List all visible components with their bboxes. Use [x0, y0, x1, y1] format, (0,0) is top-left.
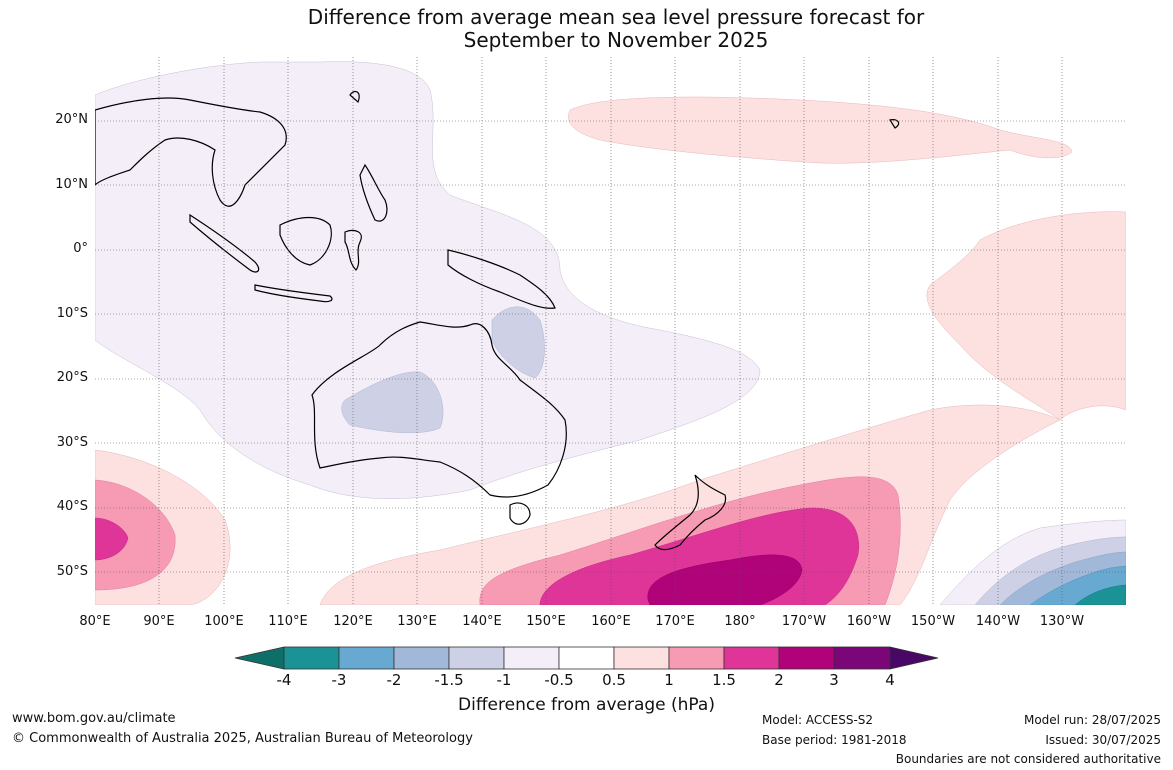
lon-label: 140°E — [462, 614, 502, 629]
colorbar-segment — [338, 646, 395, 670]
anomaly-region-neg-se-3 — [1074, 584, 1126, 605]
lon-label: 80°E — [79, 614, 111, 629]
colorbar-title: Difference from average (hPa) — [458, 695, 715, 715]
anomaly-region-pos-0-5-east — [926, 211, 1126, 421]
footer-base-period: Base period: 1981-2018 — [762, 733, 907, 747]
colorbar-tick-label: 0.5 — [602, 671, 626, 689]
lon-label: 150°W — [910, 614, 956, 629]
lon-label: 120°E — [333, 614, 373, 629]
anomaly-region-neg-0-5 — [95, 61, 761, 499]
lat-label: 30°S — [56, 435, 88, 450]
lat-label: 40°S — [56, 499, 88, 514]
lat-label: 10°S — [56, 306, 88, 321]
graticule — [95, 57, 1126, 605]
colorbar-segment — [723, 646, 780, 670]
footer-issued: Issued: 30/07/2025 — [1045, 733, 1161, 747]
colorbar-tick-label: 4 — [885, 671, 895, 689]
lat-label: 20°N — [55, 112, 88, 127]
lon-label: 140°W — [975, 614, 1021, 629]
footer-copyright: © Commonwealth of Australia 2025, Austra… — [12, 731, 473, 746]
lon-label: 170°W — [781, 614, 827, 629]
colorbar-segment — [778, 646, 835, 670]
lon-label: 90°E — [143, 614, 175, 629]
colorbar-extend-high — [889, 646, 939, 670]
colorbar-segment — [613, 646, 670, 670]
map-title-line-1: Difference from average mean sea level p… — [307, 5, 925, 29]
lat-label: 20°S — [56, 370, 88, 385]
lon-label: 100°E — [204, 614, 244, 629]
footer-website-link[interactable]: www.bom.gov.au/climate — [12, 711, 176, 726]
lon-label: 160°E — [591, 614, 631, 629]
lon-label: 160°W — [846, 614, 892, 629]
colorbar-tick-label: 1 — [664, 671, 674, 689]
anomaly-region-pos-1-west — [95, 479, 176, 591]
coastlines — [95, 90, 900, 551]
colorbar-segment — [503, 646, 560, 670]
anomaly-region-pos-0-5-north — [568, 96, 1073, 164]
anomaly-region-neg-1-b — [491, 306, 545, 379]
colorbar-segment — [393, 646, 450, 670]
colorbar-segment — [283, 646, 340, 670]
colorbar-segment — [668, 646, 725, 670]
lon-label: 130°W — [1039, 614, 1085, 629]
lon-label: 110°E — [268, 614, 308, 629]
lat-label: 0° — [73, 241, 88, 256]
colorbar-segment — [833, 646, 891, 670]
colorbar-tick-label: -1.5 — [434, 671, 464, 689]
colorbar-extend-low — [234, 646, 285, 670]
lon-label: 130°E — [397, 614, 437, 629]
lon-label: 170°E — [655, 614, 695, 629]
anomaly-region-pos-1-5-west — [95, 517, 129, 561]
lat-label: 50°S — [56, 564, 88, 579]
colorbar-segment — [558, 646, 615, 670]
footer-model: Model: ACCESS-S2 — [762, 713, 874, 727]
lon-label: 150°E — [526, 614, 566, 629]
colorbar-tick-label: -2 — [386, 671, 402, 689]
colorbar-tick-label: 2 — [774, 671, 784, 689]
colorbar-tick-label: -4 — [276, 671, 292, 689]
footer-model-run: Model run: 28/07/2025 — [1023, 713, 1161, 727]
anomaly-region-neg-1-a — [341, 371, 444, 434]
colorbar-tick-label: 3 — [829, 671, 839, 689]
colorbar-tick-label: -0.5 — [544, 671, 574, 689]
anomaly-region-pos-2-south — [647, 554, 803, 605]
colorbar-segment — [448, 646, 505, 670]
lat-label: 10°N — [55, 177, 88, 192]
colorbar-tick-label: 1.5 — [712, 671, 736, 689]
colorbar-tick-label: -1 — [496, 671, 512, 689]
colorbar-tick-label: -3 — [331, 671, 347, 689]
lon-label: 180° — [724, 614, 756, 629]
footer-disclaimer: Boundaries are not considered authoritat… — [895, 752, 1161, 766]
colorbar — [234, 646, 939, 670]
map-title-line-2: September to November 2025 — [463, 28, 769, 52]
